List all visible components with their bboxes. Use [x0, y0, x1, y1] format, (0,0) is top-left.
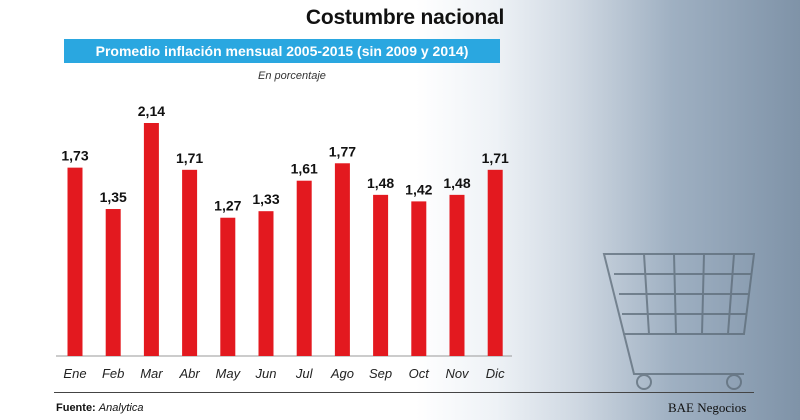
x-tick-label-dic: Dic — [486, 366, 505, 381]
chart-subtitle: Promedio inflación mensual 2005-2015 (si… — [64, 39, 500, 63]
x-tick-label-abr: Abr — [178, 366, 200, 381]
x-tick-label-may: May — [216, 366, 242, 381]
bar-dic — [487, 169, 503, 356]
bar-feb — [105, 209, 121, 356]
x-tick-label-ago: Ago — [330, 366, 354, 381]
bar-jul — [296, 180, 312, 356]
data-label-dic: 1,71 — [482, 150, 509, 166]
data-label-feb: 1,35 — [100, 189, 127, 205]
bar-ene — [67, 167, 83, 356]
shopping-cart-icon — [602, 253, 756, 390]
x-tick-label-ene: Ene — [63, 366, 86, 381]
x-tick-label-sep: Sep — [369, 366, 392, 381]
bar-ago — [334, 163, 350, 356]
source-note: Fuente: Analytica — [56, 402, 143, 414]
data-label-jul: 1,61 — [291, 161, 318, 177]
data-label-abr: 1,71 — [176, 150, 203, 166]
brand-logo: BAE Negocios — [668, 400, 747, 415]
x-tick-label-mar: Mar — [140, 366, 163, 381]
bar-sep — [373, 194, 389, 356]
x-tick-label-oct: Oct — [409, 366, 431, 381]
data-label-nov: 1,48 — [443, 175, 470, 191]
x-tick-label-jul: Jul — [295, 366, 314, 381]
bar-mar — [143, 123, 159, 356]
source-value: Analytica — [98, 402, 144, 414]
x-tick-label-nov: Nov — [445, 366, 470, 381]
x-tick-label-jun: Jun — [255, 366, 277, 381]
unit-note: En porcentaje — [258, 70, 326, 82]
data-label-sep: 1,48 — [367, 175, 394, 191]
bar-may — [220, 217, 236, 356]
page-title: Costumbre nacional — [305, 6, 505, 29]
footer-divider — [54, 392, 754, 393]
x-tick-label-feb: Feb — [102, 366, 124, 381]
bar-jun — [258, 211, 274, 356]
data-label-oct: 1,42 — [405, 181, 432, 197]
bar-nov — [449, 194, 465, 356]
bar-abr — [182, 169, 198, 356]
data-label-mar: 2,14 — [138, 103, 165, 119]
data-label-may: 1,27 — [214, 198, 241, 214]
source-label: Fuente: — [56, 402, 96, 414]
bar-oct — [411, 201, 427, 356]
data-label-ago: 1,77 — [329, 143, 356, 159]
data-label-jun: 1,33 — [252, 191, 279, 207]
data-label-ene: 1,73 — [61, 148, 88, 164]
